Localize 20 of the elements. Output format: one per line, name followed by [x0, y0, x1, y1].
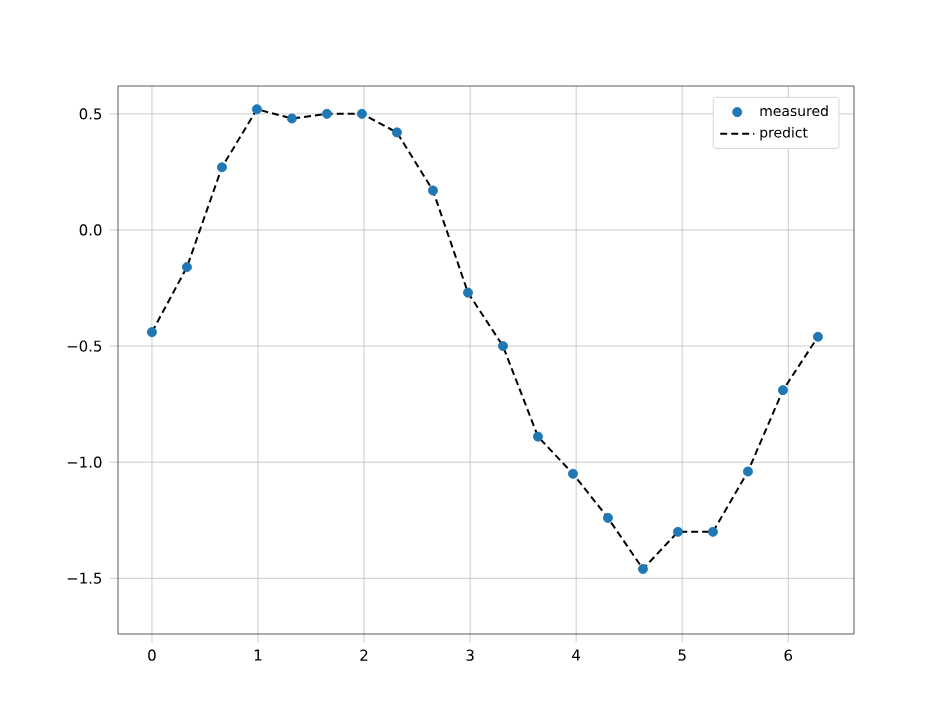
point	[777, 385, 788, 396]
point	[532, 431, 543, 442]
point	[672, 526, 683, 537]
point	[427, 185, 438, 196]
point	[567, 468, 578, 479]
point	[707, 526, 718, 537]
point	[251, 104, 262, 115]
point	[146, 327, 157, 338]
point	[812, 331, 823, 342]
point	[742, 466, 753, 477]
point	[497, 341, 508, 352]
point	[391, 127, 402, 138]
point	[637, 564, 648, 574]
point	[286, 113, 297, 124]
point	[462, 287, 473, 298]
point	[356, 108, 367, 119]
point	[216, 162, 227, 173]
point	[321, 108, 332, 119]
point	[181, 262, 192, 273]
point	[602, 512, 613, 523]
